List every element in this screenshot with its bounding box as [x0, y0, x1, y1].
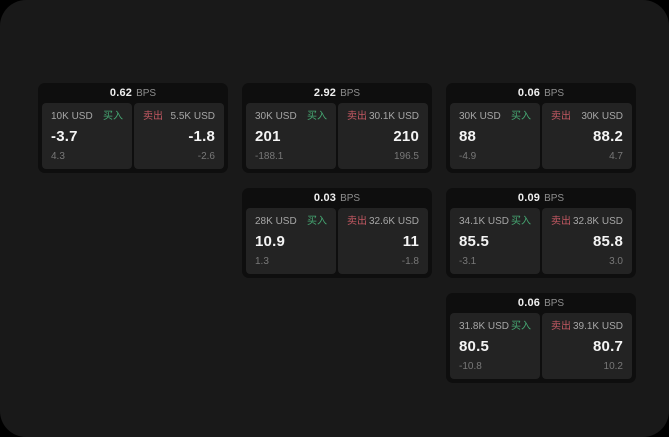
sell-price: -1.8	[188, 127, 215, 145]
sell-side-label: 卖出	[551, 321, 571, 332]
sell-price: 210	[393, 127, 419, 145]
spread-header: 0.09 BPS	[446, 188, 636, 208]
buy-price: 88	[459, 127, 477, 145]
sell-amount: 32.6K USD	[368, 216, 419, 227]
sell-price: 85.8	[593, 232, 623, 250]
buy-side-label: 买入	[511, 111, 531, 122]
buy-side-label: 买入	[307, 216, 327, 227]
spread-value: 2.92	[313, 87, 337, 99]
buy-quote-panel[interactable]: 34.1K USD 买入 85.5 -3.1	[450, 208, 540, 274]
spread-header: 2.92 BPS	[242, 83, 432, 103]
sell-quote-panel[interactable]: 卖出 32.8K USD 85.8 3.0	[542, 208, 632, 274]
buy-quote-panel[interactable]: 10K USD 买入 -3.7 4.3	[42, 103, 132, 169]
sell-amount: 32.8K USD	[572, 216, 623, 227]
sell-quote-panel[interactable]: 卖出 32.6K USD 11 -1.8	[338, 208, 428, 274]
buy-side-label: 买入	[511, 321, 531, 332]
sell-side-label: 卖出	[551, 216, 571, 227]
sell-amount: 30K USD	[581, 111, 623, 122]
sell-side-label: 卖出	[347, 216, 367, 227]
sell-side-label: 卖出	[143, 111, 163, 122]
buy-price: -3.7	[51, 127, 78, 145]
buy-side-label: 买入	[307, 111, 327, 122]
sell-quote-panel[interactable]: 卖出 30K USD 88.2 4.7	[542, 103, 632, 169]
sell-amount: 30.1K USD	[368, 111, 419, 122]
quote-card-body: 31.8K USD 买入 80.5 -10.8 卖出 39.1K USD 80.…	[450, 313, 632, 379]
buy-delta: 1.3	[255, 256, 269, 267]
sell-quote-panel[interactable]: 卖出 30.1K USD 210 196.5	[338, 103, 428, 169]
spread-header: 0.62 BPS	[38, 83, 228, 103]
buy-price: 85.5	[459, 232, 489, 250]
spread-unit: BPS	[340, 87, 361, 99]
spread-value: 0.06	[517, 297, 541, 309]
sell-delta: -1.8	[401, 256, 419, 267]
quote-card: 0.06 BPS 30K USD 买入 88 -4.9 卖出 30K USD	[446, 83, 636, 173]
buy-quote-panel[interactable]: 30K USD 买入 88 -4.9	[450, 103, 540, 169]
buy-amount: 34.1K USD	[459, 216, 510, 227]
buy-delta: 4.3	[51, 151, 65, 162]
quote-card: 0.09 BPS 34.1K USD 买入 85.5 -3.1 卖出 32.8K…	[446, 188, 636, 278]
buy-quote-panel[interactable]: 30K USD 买入 201 -188.1	[246, 103, 336, 169]
quote-card-body: 10K USD 买入 -3.7 4.3 卖出 5.5K USD -1.8 -2.…	[42, 103, 224, 169]
spread-value: 0.62	[109, 87, 133, 99]
buy-amount: 31.8K USD	[459, 321, 510, 332]
buy-quote-panel[interactable]: 31.8K USD 买入 80.5 -10.8	[450, 313, 540, 379]
buy-delta: -3.1	[459, 256, 477, 267]
spread-unit: BPS	[340, 192, 361, 204]
sell-delta: 10.2	[603, 361, 623, 372]
quote-card-body: 34.1K USD 买入 85.5 -3.1 卖出 32.8K USD 85.8…	[450, 208, 632, 274]
spread-unit: BPS	[544, 297, 565, 309]
buy-side-label: 买入	[103, 111, 123, 122]
sell-delta: 4.7	[609, 151, 623, 162]
buy-amount: 30K USD	[459, 111, 501, 122]
sell-delta: -2.6	[197, 151, 215, 162]
spread-value: 0.09	[517, 192, 541, 204]
quote-card: 2.92 BPS 30K USD 买入 201 -188.1 卖出 30.1K …	[242, 83, 432, 173]
spread-unit: BPS	[544, 192, 565, 204]
spread-value: 0.06	[517, 87, 541, 99]
spread-unit: BPS	[136, 87, 157, 99]
spread-value: 0.03	[313, 192, 337, 204]
sell-amount: 39.1K USD	[572, 321, 623, 332]
buy-side-label: 买入	[511, 216, 531, 227]
buy-delta: -4.9	[459, 151, 477, 162]
sell-price: 88.2	[593, 127, 623, 145]
buy-delta: -188.1	[255, 151, 284, 162]
quote-card: 0.62 BPS 10K USD 买入 -3.7 4.3 卖出 5.5K USD	[38, 83, 228, 173]
sell-delta: 3.0	[609, 256, 623, 267]
spread-header: 0.06 BPS	[446, 83, 636, 103]
sell-side-label: 卖出	[347, 111, 367, 122]
quote-card-body: 30K USD 买入 201 -188.1 卖出 30.1K USD 210 1…	[246, 103, 428, 169]
buy-price: 80.5	[459, 337, 489, 355]
sell-price: 80.7	[593, 337, 623, 355]
spread-header: 0.03 BPS	[242, 188, 432, 208]
sell-quote-panel[interactable]: 卖出 39.1K USD 80.7 10.2	[542, 313, 632, 379]
sell-side-label: 卖出	[551, 111, 571, 122]
quote-card-body: 30K USD 买入 88 -4.9 卖出 30K USD 88.2 4.7	[450, 103, 632, 169]
sell-quote-panel[interactable]: 卖出 5.5K USD -1.8 -2.6	[134, 103, 224, 169]
buy-amount: 30K USD	[255, 111, 297, 122]
buy-amount: 28K USD	[255, 216, 297, 227]
quote-card: 0.06 BPS 31.8K USD 买入 80.5 -10.8 卖出 39.1…	[446, 293, 636, 383]
quote-cards-grid: 0.62 BPS 10K USD 买入 -3.7 4.3 卖出 5.5K USD	[38, 83, 636, 383]
quote-card-body: 28K USD 买入 10.9 1.3 卖出 32.6K USD 11 -1.8	[246, 208, 428, 274]
spread-unit: BPS	[544, 87, 565, 99]
sell-price: 11	[402, 232, 419, 250]
buy-quote-panel[interactable]: 28K USD 买入 10.9 1.3	[246, 208, 336, 274]
sell-amount: 5.5K USD	[170, 111, 215, 122]
buy-delta: -10.8	[459, 361, 482, 372]
buy-price: 10.9	[255, 232, 285, 250]
buy-amount: 10K USD	[51, 111, 93, 122]
quote-card: 0.03 BPS 28K USD 买入 10.9 1.3 卖出 32.6K US…	[242, 188, 432, 278]
sell-delta: 196.5	[393, 151, 419, 162]
buy-price: 201	[255, 127, 281, 145]
spread-header: 0.06 BPS	[446, 293, 636, 313]
